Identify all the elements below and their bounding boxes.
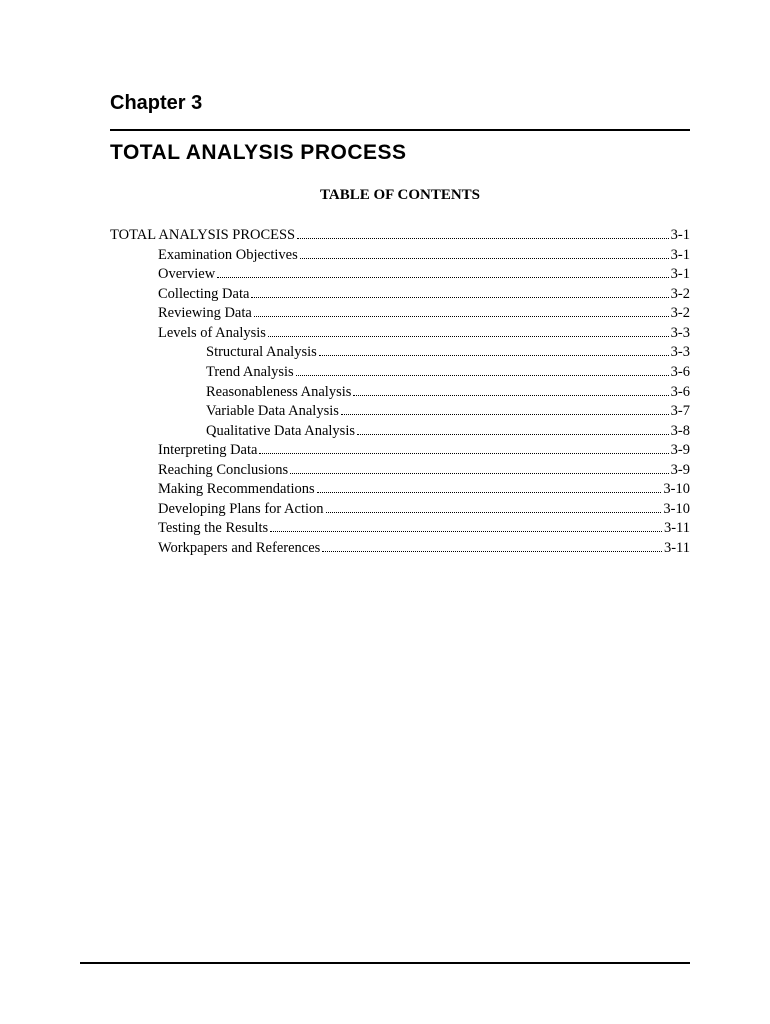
toc-dot-leader <box>290 473 669 474</box>
toc-row: Testing the Results 3-11 <box>110 519 690 539</box>
toc-row: Levels of Analysis 3-3 <box>110 324 690 344</box>
chapter-label: Chapter 3 <box>110 92 690 115</box>
toc-row: Reviewing Data 3-2 <box>110 304 690 324</box>
toc-entry-label: Examination Objectives <box>158 246 298 266</box>
toc-entry-page: 3-2 <box>671 285 690 305</box>
toc-entry-page: 3-6 <box>671 383 690 403</box>
horizontal-rule-bottom <box>80 962 690 964</box>
toc-row: Making Recommendations 3-10 <box>110 480 690 500</box>
toc-entry-page: 3-9 <box>671 441 690 461</box>
toc-row: Developing Plans for Action 3-10 <box>110 500 690 520</box>
toc-row: Variable Data Analysis 3-7 <box>110 402 690 422</box>
toc-row: Overview 3-1 <box>110 265 690 285</box>
toc-entry-label: Overview <box>158 265 215 285</box>
toc-entry-page: 3-3 <box>671 343 690 363</box>
toc-entry-label: Trend Analysis <box>206 363 294 383</box>
toc-row: Trend Analysis 3-6 <box>110 363 690 383</box>
toc-entry-page: 3-1 <box>671 246 690 266</box>
toc-heading: TABLE OF CONTENTS <box>110 187 690 204</box>
toc-dot-leader <box>296 375 669 376</box>
toc-entry-label: Reasonableness Analysis <box>206 383 351 403</box>
toc-entry-label: Qualitative Data Analysis <box>206 422 355 442</box>
toc-dot-leader <box>268 336 669 337</box>
toc-row: Workpapers and References 3-11 <box>110 539 690 559</box>
toc-row: Reasonableness Analysis 3-6 <box>110 383 690 403</box>
toc-row: Reaching Conclusions 3-9 <box>110 461 690 481</box>
toc-entry-label: Structural Analysis <box>206 343 317 363</box>
toc-entry-page: 3-11 <box>664 539 690 559</box>
toc-entry-label: Developing Plans for Action <box>158 500 324 520</box>
toc-entry-label: TOTAL ANALYSIS PROCESS <box>110 226 295 246</box>
toc-dot-leader <box>251 297 668 298</box>
toc-entry-page: 3-2 <box>671 304 690 324</box>
toc-entry-label: Collecting Data <box>158 285 249 305</box>
toc-dot-leader <box>341 414 669 415</box>
toc-dot-leader <box>259 453 668 454</box>
toc-entry-page: 3-1 <box>671 226 690 246</box>
toc-row: Structural Analysis 3-3 <box>110 343 690 363</box>
toc-dot-leader <box>317 492 662 493</box>
toc-entry-label: Interpreting Data <box>158 441 257 461</box>
toc-dot-leader <box>300 258 669 259</box>
toc-row: Examination Objectives 3-1 <box>110 246 690 266</box>
toc-row: Collecting Data 3-2 <box>110 285 690 305</box>
toc-entry-label: Reviewing Data <box>158 304 252 324</box>
toc-entry-page: 3-11 <box>664 519 690 539</box>
toc-entry-page: 3-7 <box>671 402 690 422</box>
toc-dot-leader <box>353 395 668 396</box>
toc-entry-label: Testing the Results <box>158 519 268 539</box>
toc-dot-leader <box>326 512 662 513</box>
toc-entry-label: Variable Data Analysis <box>206 402 339 422</box>
toc-entry-page: 3-10 <box>663 500 690 520</box>
toc-entry-page: 3-9 <box>671 461 690 481</box>
toc-entry-label: Reaching Conclusions <box>158 461 288 481</box>
toc-dot-leader <box>297 238 669 239</box>
section-title: TOTAL ANALYSIS PROCESS <box>110 141 690 165</box>
horizontal-rule-top <box>110 129 690 131</box>
toc-entry-label: Workpapers and References <box>158 539 320 559</box>
toc-entry-label: Levels of Analysis <box>158 324 266 344</box>
toc-dot-leader <box>319 355 669 356</box>
toc-entry-page: 3-10 <box>663 480 690 500</box>
toc-entry-page: 3-8 <box>671 422 690 442</box>
toc-entry-page: 3-3 <box>671 324 690 344</box>
toc-entry-page: 3-6 <box>671 363 690 383</box>
table-of-contents: TOTAL ANALYSIS PROCESS3-1Examination Obj… <box>110 226 690 559</box>
toc-dot-leader <box>322 551 662 552</box>
toc-dot-leader <box>254 316 669 317</box>
toc-entry-page: 3-1 <box>671 265 690 285</box>
document-page: Chapter 3 TOTAL ANALYSIS PROCESS TABLE O… <box>0 0 770 1024</box>
toc-dot-leader <box>217 277 668 278</box>
toc-entry-label: Making Recommendations <box>158 480 315 500</box>
toc-dot-leader <box>357 434 669 435</box>
toc-row: TOTAL ANALYSIS PROCESS 3-1 <box>110 226 690 246</box>
toc-row: Interpreting Data 3-9 <box>110 441 690 461</box>
toc-row: Qualitative Data Analysis 3-8 <box>110 422 690 442</box>
toc-dot-leader <box>270 531 662 532</box>
